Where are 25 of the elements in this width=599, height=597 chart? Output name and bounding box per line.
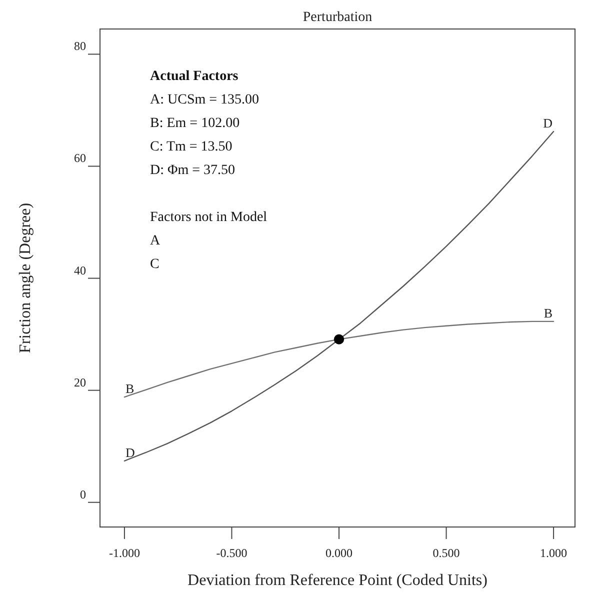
y-tick-label: 0 (80, 487, 86, 502)
x-tick-label: 0.000 (326, 546, 352, 560)
y-axis-title: Friction angle (Degree) (17, 202, 34, 354)
x-tick-label: 0.500 (432, 546, 460, 560)
annotation: A (150, 234, 161, 248)
y-tick-label: 80 (74, 39, 86, 54)
y-tick-label: 60 (74, 151, 86, 166)
text: B (544, 305, 553, 320)
x-tick-label: 1.000 (540, 546, 568, 560)
series-label: B (125, 381, 134, 396)
x-tick-label: -1.000 (108, 546, 140, 560)
annotation: Factors not in Model (150, 210, 268, 225)
annotation: C (150, 257, 160, 272)
x-tick-label: -0.500 (216, 546, 248, 560)
text: D (543, 116, 553, 131)
y-tick-label: 40 (74, 263, 86, 278)
series-label: D (125, 444, 135, 460)
chart-title: Perturbation (302, 10, 372, 25)
annotation: C: Tm = 13.50 (150, 140, 232, 154)
y-tick-label: 20 (74, 375, 86, 390)
annotation: A: UCSm = 135.00 (150, 92, 260, 108)
annotation: Actual Factors (150, 69, 239, 84)
annotation: D: Φm = 37.50 (150, 163, 236, 178)
x-axis-title: Deviation from Reference Point (Coded Units) (188, 572, 488, 589)
annotation: B: Em = 102.00 (150, 116, 240, 131)
